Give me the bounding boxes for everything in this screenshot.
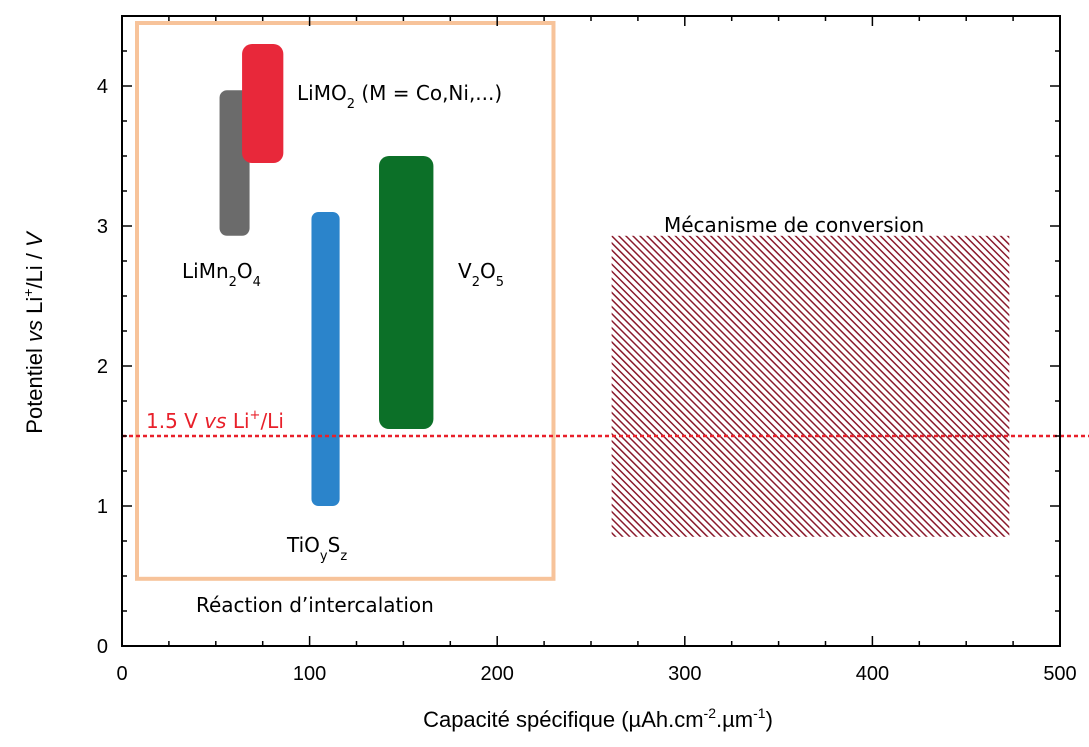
- y-tick-label: 1: [97, 496, 108, 518]
- range-bar-3: [379, 156, 434, 429]
- x-tick-label: 0: [116, 663, 127, 685]
- y-tick-label: 3: [97, 216, 108, 238]
- range-bar-2: [311, 212, 340, 506]
- v2o5-label: V2O5: [458, 259, 504, 290]
- x-tick-label: 200: [481, 663, 514, 685]
- conversion-label: Mécanisme de conversion: [664, 213, 924, 237]
- bars-layer: [135, 21, 1010, 581]
- y-tick-label: 4: [97, 76, 108, 98]
- intercalation-label: Réaction d’intercalation: [196, 593, 434, 617]
- x-tick-label: 100: [293, 663, 326, 685]
- conversion-region: [611, 235, 1010, 537]
- x-tick-label: 300: [668, 663, 701, 685]
- y-tick-label: 2: [97, 356, 108, 378]
- x-tick-label: 400: [856, 663, 889, 685]
- y-axis-title: Potentiel vs Li+/Li / V: [20, 230, 47, 434]
- range-bar-1: [242, 44, 284, 163]
- x-tick-label: 500: [1043, 663, 1076, 685]
- intercalation-group-box: [135, 21, 556, 581]
- x-axis-title: Capacité spécifique (µAh.cm-2.µm-1): [423, 705, 773, 732]
- y-tick-label: 0: [97, 636, 108, 658]
- limn2o4-label: LiMn2O4: [182, 259, 261, 290]
- limo2-label: LiMO2 (M = Co,Ni,...): [297, 81, 502, 112]
- reference-line-label: 1.5 V vs Li+/Li: [146, 408, 284, 433]
- tioysz-label: TiOySz: [286, 533, 347, 564]
- ticks-layer: 0 100 200 300 400 500 0 1 2 3 4: [97, 15, 1077, 685]
